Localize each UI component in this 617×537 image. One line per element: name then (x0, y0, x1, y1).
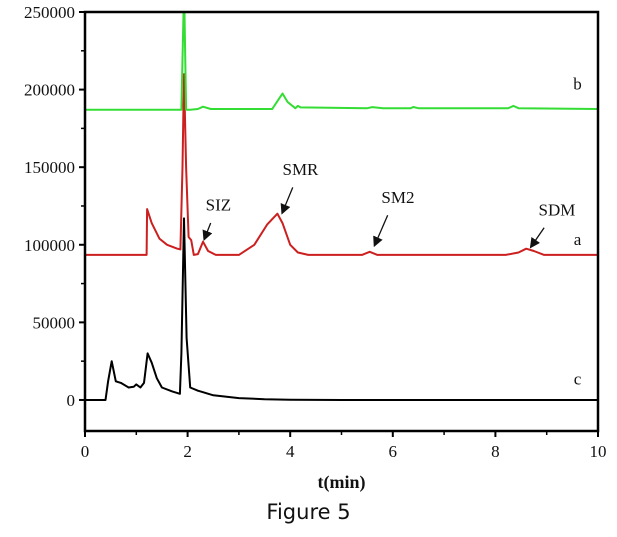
peak-label-sdm: SDM (539, 200, 576, 219)
x-tick-label: 8 (491, 442, 500, 461)
arrow-icon (373, 215, 389, 248)
y-tick-label: 50000 (33, 313, 76, 332)
curve-label-c: c (574, 369, 582, 388)
series-line-a (85, 73, 598, 256)
peak-label-smr: SMR (282, 160, 319, 179)
curve-label-a: a (574, 230, 582, 249)
x-tick-label: 6 (389, 442, 398, 461)
curve-label-b: b (573, 75, 582, 94)
y-tick-label: 250000 (24, 3, 75, 22)
x-tick-label: 4 (286, 442, 295, 461)
plot-frame (83, 10, 600, 433)
y-tick-label: 150000 (24, 158, 75, 177)
y-tick-label: 0 (67, 391, 76, 410)
x-tick-label: 10 (590, 442, 607, 461)
chromatogram-chart: 0 2 4 6 8 10 0 50000 100000 150000 200000 250000 t(m… (24, 3, 607, 493)
peak-label-siz: SIZ (206, 196, 232, 215)
y-tick-label: 100000 (24, 236, 75, 255)
arrow-icon (280, 187, 294, 215)
peak-label-sm2: SM2 (381, 188, 414, 207)
arrow-icon (202, 222, 213, 241)
x-tick-label: 0 (81, 442, 90, 461)
x-tick-label: 2 (183, 442, 192, 461)
x-axis-label: t(min) (318, 472, 366, 493)
series-line-b (85, 12, 598, 111)
y-tick-label: 200000 (24, 81, 75, 100)
figure-caption: Figure 5 (266, 500, 351, 524)
series-line-c (85, 217, 598, 401)
arrow-icon (529, 227, 545, 249)
